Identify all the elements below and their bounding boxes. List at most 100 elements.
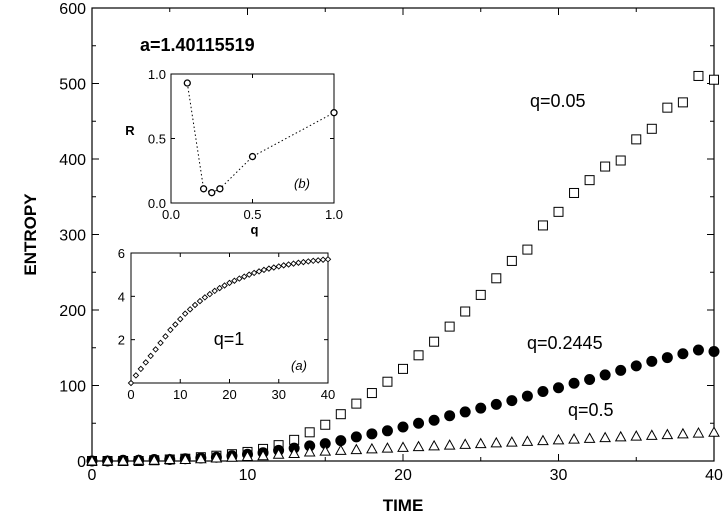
data-point (646, 355, 658, 367)
inset-a-point (250, 269, 258, 277)
inset-b-x-tick-label: 0.0 (162, 207, 180, 222)
data-point (210, 451, 223, 463)
data-point (553, 382, 564, 394)
data-point (413, 417, 425, 429)
y-tick-label: 600 (59, 1, 86, 18)
data-point (413, 350, 424, 361)
data-point (552, 433, 565, 445)
data-point (491, 273, 502, 284)
data-point (350, 431, 362, 443)
data-point (475, 402, 487, 414)
data-point (569, 187, 580, 198)
inset-a-y-tick-label: 6 (118, 246, 125, 261)
data-point (661, 352, 673, 364)
data-point (692, 427, 705, 438)
y-axis-title: ENTROPY (21, 193, 40, 276)
inset-b-line (186, 82, 335, 194)
data-point (584, 175, 595, 186)
data-point (459, 438, 472, 449)
inset-a-point (206, 290, 214, 298)
data-point (398, 363, 408, 374)
data-point (568, 377, 580, 389)
inset-b-point (208, 189, 216, 197)
inset-a-point (260, 266, 268, 274)
data-point (428, 414, 440, 426)
data-point (708, 426, 720, 437)
inset-a-point (226, 279, 233, 287)
inset-a-point (147, 352, 154, 360)
inset-a-x-tick-label: 0 (127, 387, 134, 402)
data-point (506, 255, 517, 266)
inset-a-point (275, 263, 282, 270)
inset-a-point (231, 277, 238, 284)
data-point (599, 369, 611, 381)
series-label-q005: q=0.05 (530, 91, 586, 111)
data-point (366, 388, 377, 399)
data-point (381, 442, 394, 453)
inset-b-x-tick-label: 1.0 (325, 207, 343, 222)
inset-a-point (236, 275, 243, 282)
inset-a-point (314, 257, 322, 264)
x-axis-title: TIME (383, 496, 424, 515)
data-point (226, 451, 238, 462)
data-point (303, 445, 316, 457)
x-tick-label: 10 (239, 467, 257, 484)
data-point (599, 431, 611, 443)
data-point (537, 386, 549, 398)
inset-a-point (241, 273, 248, 280)
x-tick-label: 0 (88, 467, 97, 484)
inset-a-annotation: q=1 (214, 329, 245, 349)
data-point (148, 454, 161, 465)
data-point (366, 442, 378, 454)
inset-a-point (196, 297, 204, 305)
x-tick-label: 20 (394, 467, 412, 484)
data-point (615, 155, 626, 166)
y-tick-label: 500 (59, 77, 86, 94)
inset-a-y-tick-label: 4 (118, 289, 125, 304)
inset-a-point (211, 287, 218, 295)
data-point (195, 452, 207, 464)
data-point (583, 432, 596, 443)
data-point (412, 440, 425, 452)
inset-b-x-tick-label: 0.5 (243, 207, 261, 222)
data-point (630, 360, 642, 372)
data-point (335, 409, 346, 420)
inset-a-point (137, 365, 145, 373)
inset-a-point (319, 256, 327, 263)
data-point (662, 102, 673, 113)
parameter-label: a=1.40115519 (140, 35, 255, 55)
inset-b-point (199, 185, 208, 193)
inset-a-point (167, 326, 174, 334)
y-tick-label: 300 (59, 228, 86, 245)
y-tick-label: 0 (77, 454, 86, 471)
inset-a-point (152, 346, 159, 353)
data-point (677, 427, 689, 439)
inset-a-point (127, 379, 135, 387)
data-point (163, 453, 176, 464)
data-point (382, 376, 393, 387)
data-point (101, 454, 114, 466)
inset-b-y-tick-label: 1.0 (148, 67, 166, 82)
data-point (646, 123, 657, 134)
data-point (335, 435, 347, 447)
x-tick-label: 30 (550, 467, 568, 484)
inset-b-point (330, 109, 338, 117)
inset-a-point (221, 282, 228, 289)
inset-a-x-tick-label: 40 (321, 387, 335, 402)
data-point (553, 206, 564, 217)
inset-a-y-tick-label: 2 (118, 333, 125, 348)
inset-a-point (172, 321, 179, 328)
data-point (272, 448, 285, 459)
data-point (645, 429, 658, 440)
data-point (709, 74, 719, 85)
data-point (521, 390, 533, 402)
data-point (444, 410, 456, 422)
inset-a-point (245, 271, 253, 278)
data-point (692, 344, 704, 356)
inset-b-y-title: R (125, 123, 135, 138)
inset-b-point (183, 79, 191, 87)
data-point (257, 449, 269, 461)
inset-a-point (177, 315, 184, 323)
data-point (708, 346, 720, 358)
